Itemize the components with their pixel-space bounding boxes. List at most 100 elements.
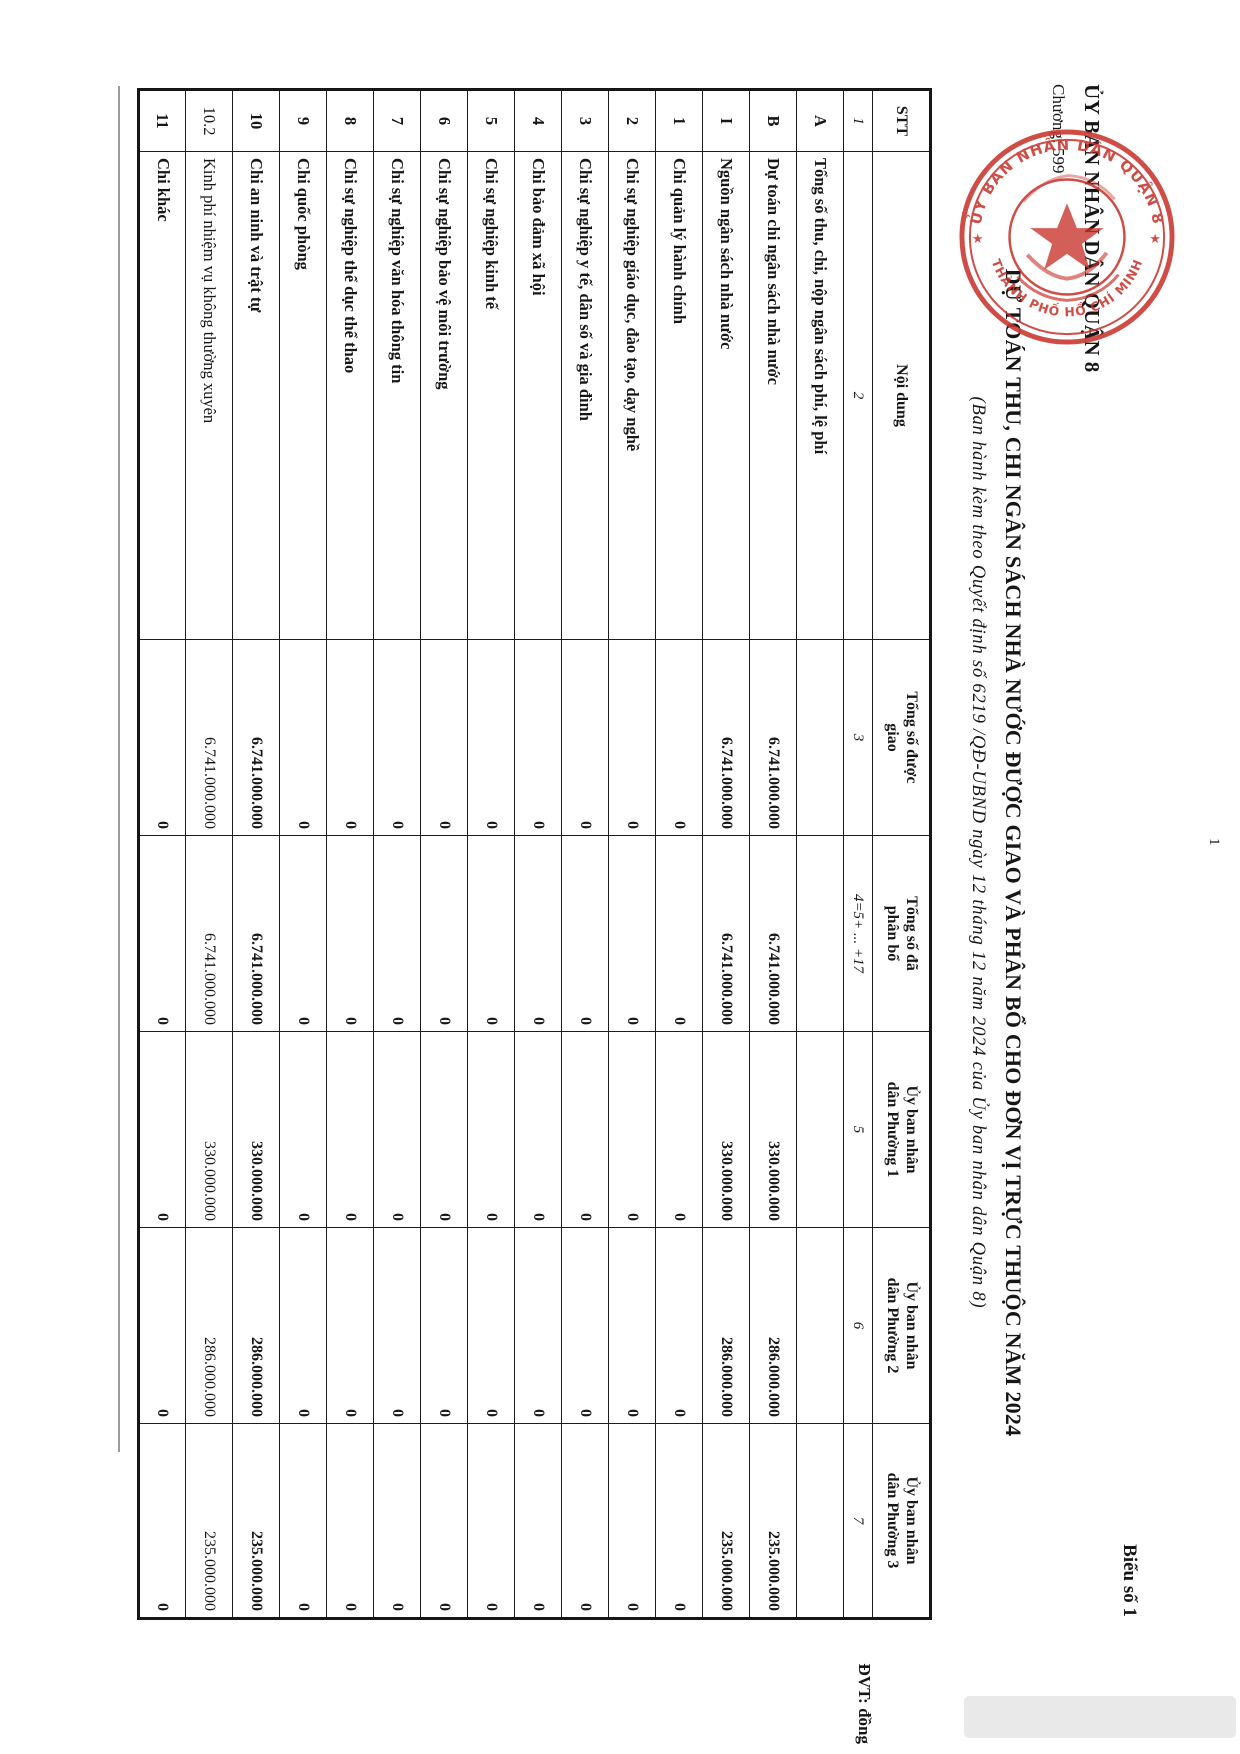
scan-smudge [964, 1696, 1236, 1738]
table-row: 3 Chi sự nghiệp y tế, dân số và gia đình 0… [561, 89, 609, 1619]
row-value: 0 [373, 1031, 421, 1228]
row-stt: 8 [326, 89, 374, 152]
table-row: 4 Chi bảo đảm xã hội 0 0 0 0 0 [514, 89, 562, 1619]
row-value: 286.000.000 [702, 1227, 750, 1424]
table-row: 6 Chi sự nghiệp bảo vệ môi trường 0 0 0 0 0 [420, 89, 468, 1619]
row-value: 0 [608, 639, 656, 836]
table-header-row: STT Nội dung Tổng số được giao Tổng số đã p… [872, 89, 931, 1619]
row-value: 0 [279, 1227, 327, 1424]
row-value: 0 [420, 639, 468, 836]
row-label: Chi sự nghiệp y tế, dân số và gia đình [561, 151, 609, 640]
row-stt: 5 [467, 89, 515, 152]
row-value [796, 1227, 844, 1424]
row-stt: 3 [561, 89, 609, 152]
table-row: 1 Chi quản lý hành chính 0 0 0 0 0 [655, 89, 703, 1619]
row-value: 0 [326, 1031, 374, 1228]
row-value: 0 [655, 1423, 703, 1619]
row-value: 0 [561, 639, 609, 836]
row-label: Kinh phí nhiệm vụ không thường xuyên [185, 151, 233, 640]
row-value: 0 [514, 1227, 562, 1424]
row-value: 330.000.000 [232, 1031, 280, 1228]
row-value: 235.000.000 [749, 1423, 797, 1619]
row-stt: 7 [373, 89, 421, 152]
row-stt: B [749, 89, 797, 152]
row-value: 0 [138, 835, 186, 1032]
row-value: 0 [420, 1031, 468, 1228]
row-value: 0 [326, 835, 374, 1032]
col-index: 7 [843, 1423, 873, 1619]
table-row: 2 Chi sự nghiệp giáo dục, đào tạo, dạy ng… [608, 89, 656, 1619]
table-index-row: 1 2 3 4=5+ ... +17 5 6 7 [843, 89, 873, 1619]
row-value: 0 [467, 835, 515, 1032]
table-row: 9 Chi quốc phòng 0 0 0 0 0 [279, 89, 327, 1619]
row-label: Chi an ninh và trật tự [232, 151, 280, 640]
row-value: 0 [514, 1031, 562, 1228]
row-label: Chi bảo đảm xã hội [514, 151, 562, 640]
row-value: 0 [326, 1227, 374, 1424]
row-value [796, 639, 844, 836]
page-number: 1 [1206, 838, 1222, 846]
row-value: 0 [467, 1031, 515, 1228]
row-value: 6.741.000.000 [702, 639, 750, 836]
row-value: 0 [561, 1031, 609, 1228]
col-index: 2 [843, 151, 873, 640]
row-stt: 4 [514, 89, 562, 152]
row-stt: 11 [138, 89, 186, 152]
col-header: Ủy ban nhân dân Phường 1 [872, 1031, 931, 1228]
budget-table: STT Nội dung Tổng số được giao Tổng số đã p… [137, 88, 932, 1620]
row-value: 0 [326, 1423, 374, 1619]
row-value: 0 [467, 639, 515, 836]
row-value: 0 [138, 1423, 186, 1619]
row-value: 6.741.000.000 [749, 639, 797, 836]
row-label: Chi quốc phòng [279, 151, 327, 640]
row-label: Chi sự nghiệp thể dục thể thao [326, 151, 374, 640]
col-header: Ủy ban nhân dân Phường 3 [872, 1423, 931, 1619]
row-value: 0 [279, 1423, 327, 1619]
row-value: 286.000.000 [185, 1227, 233, 1424]
row-value: 0 [373, 639, 421, 836]
row-stt: 9 [279, 89, 327, 152]
table-row: B Dự toán chi ngân sách nhà nước 6.741.000… [749, 89, 797, 1619]
row-value: 6.741.000.000 [232, 835, 280, 1032]
row-value [796, 1031, 844, 1228]
row-value: 6.741.000.000 [185, 835, 233, 1032]
svg-text:THÀNH PHỐ HỒ CHÍ MINH: THÀNH PHỐ HỒ CHÍ MINH [989, 257, 1146, 319]
row-label: Chi sự nghiệp văn hóa thông tin [373, 151, 421, 640]
row-value: 0 [561, 1423, 609, 1619]
row-value: 330.000.000 [702, 1031, 750, 1228]
row-value: 6.741.000.000 [702, 835, 750, 1032]
row-value: 0 [655, 1031, 703, 1228]
row-value: 235.000.000 [702, 1423, 750, 1619]
row-value: 0 [514, 639, 562, 836]
col-header: Nội dung [872, 151, 931, 640]
row-value: 0 [373, 1227, 421, 1424]
col-header: Tổng số được giao [872, 639, 931, 836]
row-label: Chi khác [138, 151, 186, 640]
row-value: 0 [655, 639, 703, 836]
row-value: 0 [608, 1423, 656, 1619]
row-value: 0 [420, 1227, 468, 1424]
row-value: 330.000.000 [749, 1031, 797, 1228]
table-row: 10 Chi an ninh và trật tự 6.741.000.000 6.7… [232, 89, 280, 1619]
row-label: Chi quản lý hành chính [655, 151, 703, 640]
row-stt: 10 [232, 89, 280, 152]
seal-left-star-icon: ★ [972, 232, 984, 246]
row-label: Nguồn ngân sách nhà nước [702, 151, 750, 640]
table-row: 8 Chi sự nghiệp thể dục thể thao 0 0 0 0 0 [326, 89, 374, 1619]
row-value: 0 [138, 639, 186, 836]
row-value: 286.000.000 [232, 1227, 280, 1424]
col-header: Tổng số đã phân bổ [872, 835, 931, 1032]
row-value: 0 [373, 835, 421, 1032]
col-header: Ủy ban nhân dân Phường 2 [872, 1227, 931, 1424]
row-value: 0 [514, 835, 562, 1032]
official-seal: ỦY BAN NHÂN DÂN QUẬN 8 THÀNH PHỐ HỒ CHÍ … [959, 129, 1175, 345]
row-value: 0 [279, 1031, 327, 1228]
row-value: 0 [373, 1423, 421, 1619]
col-index: 6 [843, 1227, 873, 1424]
row-value: 0 [655, 1227, 703, 1424]
seal-emblem-star-icon [1025, 203, 1109, 281]
row-label: Chi sự nghiệp kinh tế [467, 151, 515, 640]
row-value: 0 [279, 639, 327, 836]
